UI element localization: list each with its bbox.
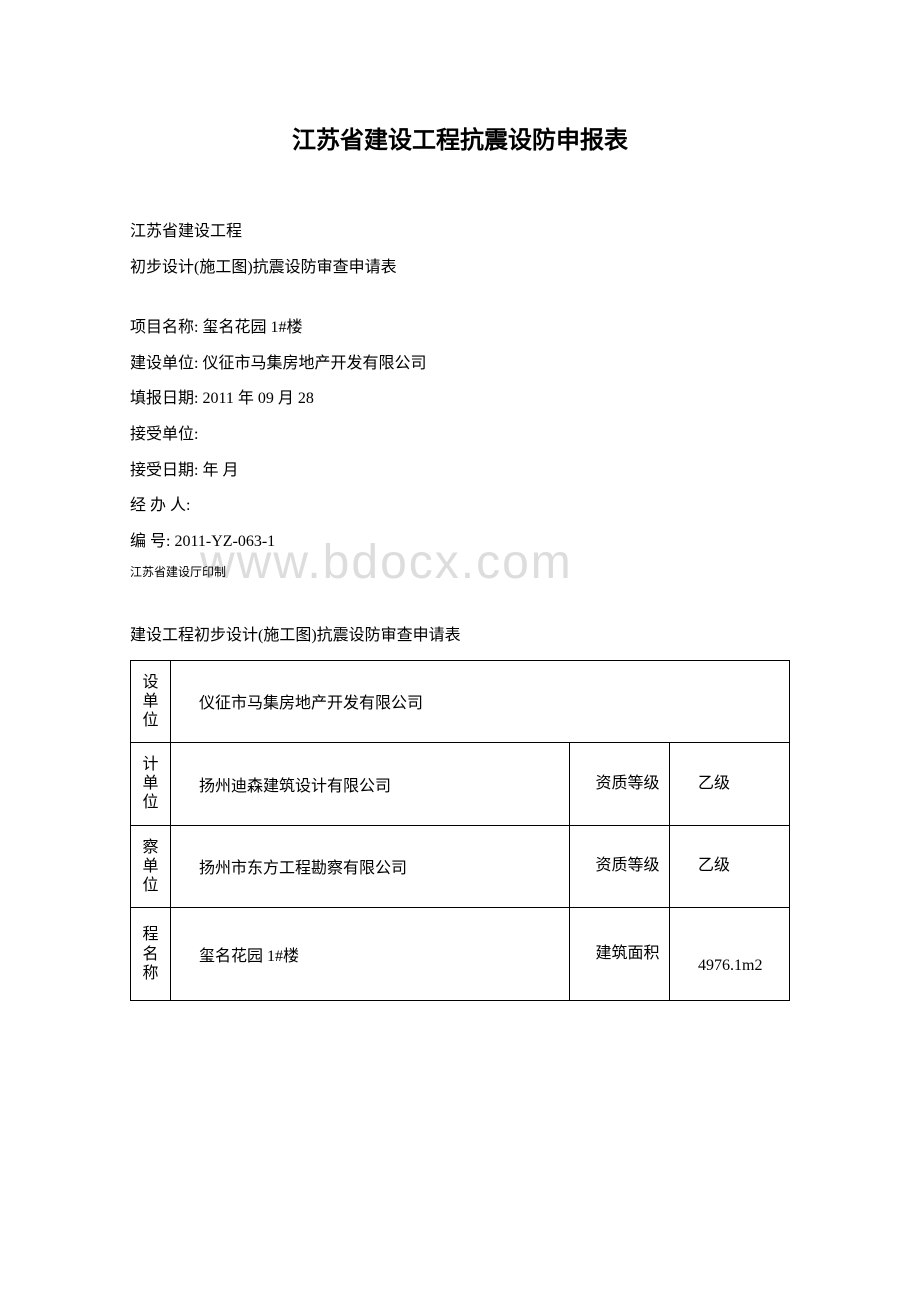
table-row: 程名称 玺名花园 1#楼 建筑面积 4976.1m2 bbox=[131, 908, 790, 1001]
number-value: 2011-YZ-063-1 bbox=[170, 533, 275, 550]
number-line: 编 号: 2011-YZ-063-1 bbox=[130, 525, 790, 559]
application-table: 设单位 仪征市马集房地产开发有限公司 计单位 扬州迪森建筑设计有限公司 资质等级… bbox=[130, 660, 790, 1002]
row-sub-value: 乙级 bbox=[670, 743, 790, 826]
accept-date-value: 年 月 bbox=[198, 462, 238, 479]
row-label: 程名称 bbox=[131, 908, 171, 1001]
fill-date-line: 填报日期: 2011 年 09 月 28 bbox=[130, 382, 790, 416]
row-value: 仪征市马集房地产开发有限公司 bbox=[171, 660, 790, 743]
project-name-line: 项目名称: 玺名花园 1#楼 bbox=[130, 311, 790, 345]
row-value: 玺名花园 1#楼 bbox=[171, 908, 570, 1001]
accept-unit-label: 接受单位: bbox=[130, 426, 198, 443]
number-label: 编 号: bbox=[130, 533, 170, 550]
fill-date-value: 2011 年 09 月 28 bbox=[198, 390, 313, 407]
table-row: 察单位 扬州市东方工程勘察有限公司 资质等级 乙级 bbox=[131, 825, 790, 908]
accept-date-line: 接受日期: 年 月 bbox=[130, 454, 790, 488]
handler-line: 经 办 人: bbox=[130, 489, 790, 523]
row-value: 扬州迪森建筑设计有限公司 bbox=[171, 743, 570, 826]
document-title: 江苏省建设工程抗震设防申报表 bbox=[130, 120, 790, 155]
row-sub-value: 4976.1m2 bbox=[670, 908, 790, 1001]
construction-unit-label: 建设单位: bbox=[130, 355, 198, 372]
accept-date-label: 接受日期: bbox=[130, 462, 198, 479]
construction-unit-value: 仪征市马集房地产开发有限公司 bbox=[198, 355, 426, 372]
fill-date-label: 填报日期: bbox=[130, 390, 198, 407]
accept-unit-line: 接受单位: bbox=[130, 418, 790, 452]
header-line-1: 江苏省建设工程 bbox=[130, 215, 790, 249]
table-subtitle: 建设工程初步设计(施工图)抗震设防审查申请表 bbox=[130, 621, 790, 645]
project-name-label: 项目名称: bbox=[130, 319, 198, 336]
row-sub-value: 乙级 bbox=[670, 825, 790, 908]
row-label: 设单位 bbox=[131, 660, 171, 743]
row-label: 察单位 bbox=[131, 825, 171, 908]
row-sub-label: 资质等级 bbox=[570, 825, 670, 908]
row-sub-label: 建筑面积 bbox=[570, 908, 670, 1001]
row-label: 计单位 bbox=[131, 743, 171, 826]
project-name-value: 玺名花园 1#楼 bbox=[198, 319, 302, 336]
row-value: 扬州市东方工程勘察有限公司 bbox=[171, 825, 570, 908]
handler-label: 经 办 人: bbox=[130, 497, 190, 514]
table-row: 计单位 扬州迪森建筑设计有限公司 资质等级 乙级 bbox=[131, 743, 790, 826]
row-sub-label: 资质等级 bbox=[570, 743, 670, 826]
construction-unit-line: 建设单位: 仪征市马集房地产开发有限公司 bbox=[130, 347, 790, 381]
document-content: 江苏省建设工程抗震设防申报表 江苏省建设工程 初步设计(施工图)抗震设防审查申请… bbox=[130, 120, 790, 1001]
table-row: 设单位 仪征市马集房地产开发有限公司 bbox=[131, 660, 790, 743]
issuer-line: 江苏省建设厅印制 bbox=[130, 560, 790, 585]
header-line-2: 初步设计(施工图)抗震设防审查申请表 bbox=[130, 251, 790, 285]
